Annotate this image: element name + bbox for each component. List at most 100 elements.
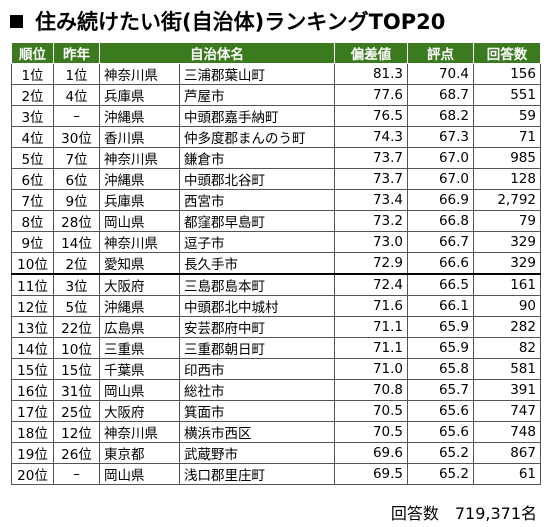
city-cell: 印西市: [179, 358, 335, 380]
rank-cell: 6位: [11, 168, 54, 190]
city-cell: 鎌倉市: [179, 147, 335, 169]
rank-cell: 9位: [11, 231, 54, 253]
responses-cell: 2,792: [473, 189, 541, 211]
city-cell: 安芸郡府中町: [179, 316, 335, 338]
rank-cell: 5位: [11, 147, 54, 169]
city-cell: 都窪郡早島町: [179, 210, 335, 232]
score-cell: 66.6: [407, 252, 474, 275]
score-cell: 68.7: [407, 84, 474, 106]
table-row: 8位 28位 岡山県 都窪郡早島町 73.2 66.8 79: [11, 210, 541, 232]
last-year-cell: 5位: [53, 295, 100, 317]
deviation-cell: 69.6: [334, 442, 408, 464]
score-cell: 66.5: [407, 273, 474, 296]
city-cell: 浅口郡里庄町: [179, 463, 335, 485]
deviation-cell: 73.0: [334, 231, 408, 253]
rank-cell: 3位: [11, 105, 54, 127]
score-cell: 67.0: [407, 168, 474, 190]
table-row: 13位 22位 広島県 安芸郡府中町 71.1 65.9 282: [11, 316, 541, 338]
city-cell: 三重郡朝日町: [179, 337, 335, 359]
score-cell: 67.0: [407, 147, 474, 169]
table-row: 10位 2位 愛知県 長久手市 72.9 66.6 329: [11, 252, 541, 275]
table-row: 9位 14位 神奈川県 逗子市 73.0 66.7 329: [11, 231, 541, 253]
prefecture-cell: 岡山県: [99, 379, 180, 401]
prefecture-cell: 香川県: [99, 126, 180, 148]
score-cell: 66.1: [407, 295, 474, 317]
rank-cell: 10位: [11, 252, 54, 275]
prefecture-cell: 大阪府: [99, 400, 180, 422]
responses-cell: 156: [473, 63, 541, 85]
deviation-cell: 70.5: [334, 400, 408, 422]
city-cell: 長久手市: [179, 252, 335, 275]
score-cell: 65.6: [407, 400, 474, 422]
deviation-cell: 73.7: [334, 147, 408, 169]
score-cell: 65.6: [407, 421, 474, 443]
prefecture-cell: 兵庫県: [99, 84, 180, 106]
deviation-cell: 73.2: [334, 210, 408, 232]
table-row: 1位 1位 神奈川県 三浦郡葉山町 81.3 70.4 156: [11, 63, 541, 85]
table-row: 16位 31位 岡山県 総社市 70.8 65.7 391: [11, 379, 541, 401]
last-year-cell: 2位: [53, 252, 100, 275]
rank-cell: 14位: [11, 337, 54, 359]
city-cell: 総社市: [179, 379, 335, 401]
last-year-cell: 9位: [53, 189, 100, 211]
responses-cell: 329: [473, 252, 541, 275]
responses-cell: 128: [473, 168, 541, 190]
last-year-cell: –: [53, 105, 100, 127]
table-row: 14位 10位 三重県 三重郡朝日町 71.1 65.9 82: [11, 337, 541, 359]
score-cell: 65.8: [407, 358, 474, 380]
table-body: 1位 1位 神奈川県 三浦郡葉山町 81.3 70.4 156 2位 4位 兵庫県 芦屋市 77.6 6…: [11, 63, 541, 485]
table-row: 4位 30位 香川県 仲多度郡まんのう町 74.3 67.3 71: [11, 126, 541, 148]
last-year-cell: 4位: [53, 84, 100, 106]
score-cell: 70.4: [407, 63, 474, 85]
rank-cell: 19位: [11, 442, 54, 464]
city-cell: 三島郡島本町: [179, 273, 335, 296]
responses-cell: 329: [473, 231, 541, 253]
header-responses: 回答数: [473, 42, 541, 64]
rank-cell: 20位: [11, 463, 54, 485]
city-cell: 仲多度郡まんのう町: [179, 126, 335, 148]
header-last-year: 昨年: [53, 42, 100, 64]
table-row: 3位 – 沖縄県 中頭郡嘉手納町 76.5 68.2 59: [11, 105, 541, 127]
page-title: 住み続けたい街(自治体)ランキングTOP20: [35, 10, 446, 34]
last-year-cell: 7位: [53, 147, 100, 169]
rank-cell: 7位: [11, 189, 54, 211]
last-year-cell: 30位: [53, 126, 100, 148]
prefecture-cell: 岡山県: [99, 210, 180, 232]
city-cell: 中頭郡北中城村: [179, 295, 335, 317]
responses-cell: 581: [473, 358, 541, 380]
prefecture-cell: 沖縄県: [99, 105, 180, 127]
rank-cell: 2位: [11, 84, 54, 106]
header-municipality: 自治体名: [99, 42, 335, 64]
last-year-cell: 10位: [53, 337, 100, 359]
last-year-cell: 6位: [53, 168, 100, 190]
responses-cell: 79: [473, 210, 541, 232]
rank-cell: 15位: [11, 358, 54, 380]
responses-cell: 391: [473, 379, 541, 401]
city-cell: 西宮市: [179, 189, 335, 211]
last-year-cell: 12位: [53, 421, 100, 443]
header-score: 評点: [407, 42, 474, 64]
table-row: 19位 26位 東京都 武蔵野市 69.6 65.2 867: [11, 442, 541, 464]
rank-cell: 13位: [11, 316, 54, 338]
table-row: 17位 25位 大阪府 箕面市 70.5 65.6 747: [11, 400, 541, 422]
deviation-cell: 71.1: [334, 337, 408, 359]
rank-cell: 17位: [11, 400, 54, 422]
prefecture-cell: 神奈川県: [99, 421, 180, 443]
rank-cell: 1位: [11, 63, 54, 85]
table-row: 18位 12位 神奈川県 横浜市西区 70.5 65.6 748: [11, 421, 541, 443]
table-row: 20位 – 岡山県 浅口郡里庄町 69.5 65.2 61: [11, 463, 541, 485]
responses-cell: 90: [473, 295, 541, 317]
prefecture-cell: 沖縄県: [99, 295, 180, 317]
responses-cell: 867: [473, 442, 541, 464]
last-year-cell: –: [53, 463, 100, 485]
city-cell: 中頭郡嘉手納町: [179, 105, 335, 127]
prefecture-cell: 大阪府: [99, 273, 180, 296]
city-cell: 逗子市: [179, 231, 335, 253]
prefecture-cell: 広島県: [99, 316, 180, 338]
table-row: 6位 6位 沖縄県 中頭郡北谷町 73.7 67.0 128: [11, 168, 541, 190]
deviation-cell: 74.3: [334, 126, 408, 148]
rank-cell: 4位: [11, 126, 54, 148]
header-deviation: 偏差値: [334, 42, 408, 64]
ranking-table: 順位 昨年 自治体名 偏差値 評点 回答数 1位 1位 神奈川県 三浦郡葉山町 81.3…: [11, 42, 541, 485]
city-cell: 横浜市西区: [179, 421, 335, 443]
